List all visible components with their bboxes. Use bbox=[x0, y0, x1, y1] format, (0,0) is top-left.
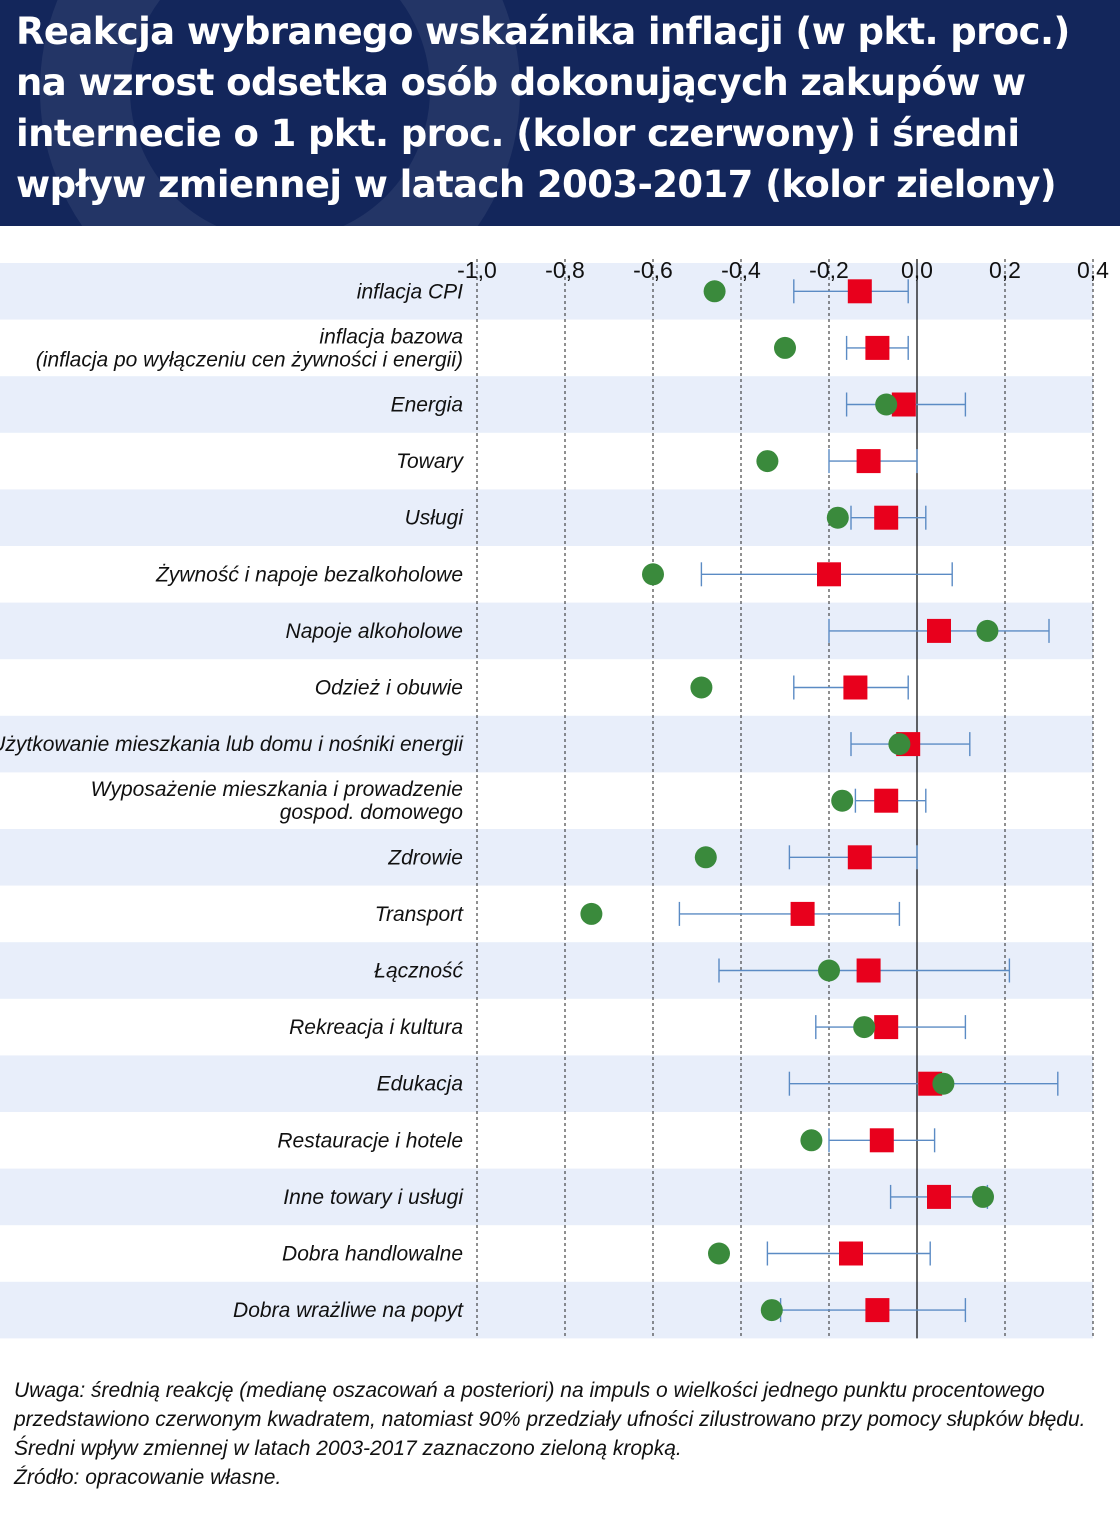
note-source: Źródło: opracowanie własne. bbox=[14, 1466, 282, 1489]
x-tick-label: 0,2 bbox=[989, 257, 1021, 283]
average-dot bbox=[831, 789, 854, 812]
category-label: Użytkowanie mieszkania lub domu i nośnik… bbox=[0, 733, 464, 756]
median-square bbox=[865, 1298, 890, 1323]
average-dot bbox=[774, 336, 796, 359]
row-band bbox=[0, 829, 1093, 886]
category-label: Napoje alkoholowe bbox=[286, 620, 463, 643]
average-dot bbox=[800, 1129, 823, 1152]
data-marks bbox=[580, 279, 1059, 1323]
note-uwaga: Uwaga: średnią reakcję (medianę oszacowa… bbox=[14, 1379, 1086, 1460]
average-dot bbox=[826, 506, 849, 529]
median-square bbox=[856, 449, 881, 474]
category-label: Energia bbox=[391, 394, 463, 417]
x-tick-labels: -1,0 -0,8 -0,6 -0,4 -0,2 0,0 0,2 0,4 bbox=[457, 257, 1109, 283]
category-labels: inflacja CPI inflacja bazowa(inflacja po … bbox=[0, 280, 464, 1322]
median-square bbox=[847, 845, 872, 870]
x-tick-label: -0,8 bbox=[545, 257, 585, 283]
x-tick-label: -0,4 bbox=[721, 257, 761, 283]
row-band bbox=[0, 489, 1093, 546]
category-label: Zdrowie bbox=[387, 846, 463, 869]
chart-plot: -1,0 -0,8 -0,6 -0,4 -0,2 0,0 0,2 0,4 inflacja C… bbox=[0, 257, 1109, 1339]
category-label: Dobra handlowalne bbox=[282, 1243, 463, 1266]
average-dot bbox=[690, 676, 713, 699]
chart-title: Reakcja wybranego wskaźnika inflacji (w … bbox=[16, 10, 1070, 206]
median-square bbox=[817, 562, 841, 587]
median-square bbox=[874, 788, 899, 813]
average-dot bbox=[853, 1016, 876, 1039]
average-dot bbox=[888, 733, 911, 756]
x-tick-label: -1,0 bbox=[457, 257, 497, 283]
category-label: Rekreacja i kultura bbox=[289, 1016, 463, 1039]
average-dot bbox=[756, 450, 779, 473]
x-tick-label: 0,0 bbox=[901, 257, 933, 283]
average-dot bbox=[972, 1185, 994, 1208]
row-band bbox=[0, 263, 1093, 320]
median-square bbox=[847, 279, 872, 304]
median-square bbox=[927, 618, 951, 643]
category-label: Inne towary i usługi bbox=[283, 1186, 464, 1209]
median-square bbox=[790, 901, 815, 926]
header-banner: Reakcja wybranego wskaźnika inflacji (w … bbox=[0, 0, 1120, 226]
median-square bbox=[843, 675, 868, 700]
category-label: gospod. domowego bbox=[280, 801, 464, 824]
average-dot bbox=[580, 902, 603, 925]
category-label: Transport bbox=[375, 903, 464, 926]
median-square bbox=[856, 958, 881, 983]
median-square bbox=[839, 1241, 863, 1266]
median-square bbox=[874, 505, 899, 530]
category-label: Łączność bbox=[374, 960, 463, 983]
logo-watermark bbox=[40, 0, 520, 226]
category-label: Dobra wrażliwe na popyt bbox=[233, 1299, 464, 1322]
average-dot bbox=[708, 1242, 730, 1265]
average-dot bbox=[760, 1299, 783, 1322]
average-dot bbox=[932, 1072, 955, 1095]
category-label: Edukacja bbox=[377, 1073, 463, 1096]
average-dot bbox=[642, 563, 664, 586]
category-label: Wyposażenie mieszkania i prowadzenie bbox=[91, 778, 463, 801]
category-label: inflacja bazowa bbox=[319, 325, 463, 348]
category-label: Żywność i napoje bezalkoholowe bbox=[155, 563, 463, 586]
x-tick-label: -0,2 bbox=[809, 257, 849, 283]
x-tick-label: 0,4 bbox=[1077, 257, 1109, 283]
average-dot bbox=[694, 846, 717, 869]
median-square bbox=[927, 1184, 951, 1209]
median-square bbox=[874, 1015, 899, 1040]
average-dot bbox=[818, 959, 840, 982]
grid-lines bbox=[476, 259, 1094, 1339]
category-label: Restauracje i hotele bbox=[277, 1129, 463, 1152]
median-square bbox=[869, 1128, 894, 1153]
x-tick-label: -0,6 bbox=[633, 257, 673, 283]
average-dot bbox=[703, 280, 726, 303]
category-label: (inflacja po wyłączeniu cen żywności i e… bbox=[36, 348, 463, 371]
category-label: inflacja CPI bbox=[357, 280, 463, 303]
average-dot bbox=[875, 393, 898, 416]
notes: Uwaga: średnią reakcję (medianę oszacowa… bbox=[14, 1376, 1114, 1492]
median-square bbox=[865, 335, 890, 360]
category-label: Usługi bbox=[405, 507, 465, 530]
category-label: Odzież i obuwie bbox=[315, 677, 463, 700]
category-label: Towary bbox=[396, 450, 464, 473]
average-dot bbox=[976, 619, 999, 642]
